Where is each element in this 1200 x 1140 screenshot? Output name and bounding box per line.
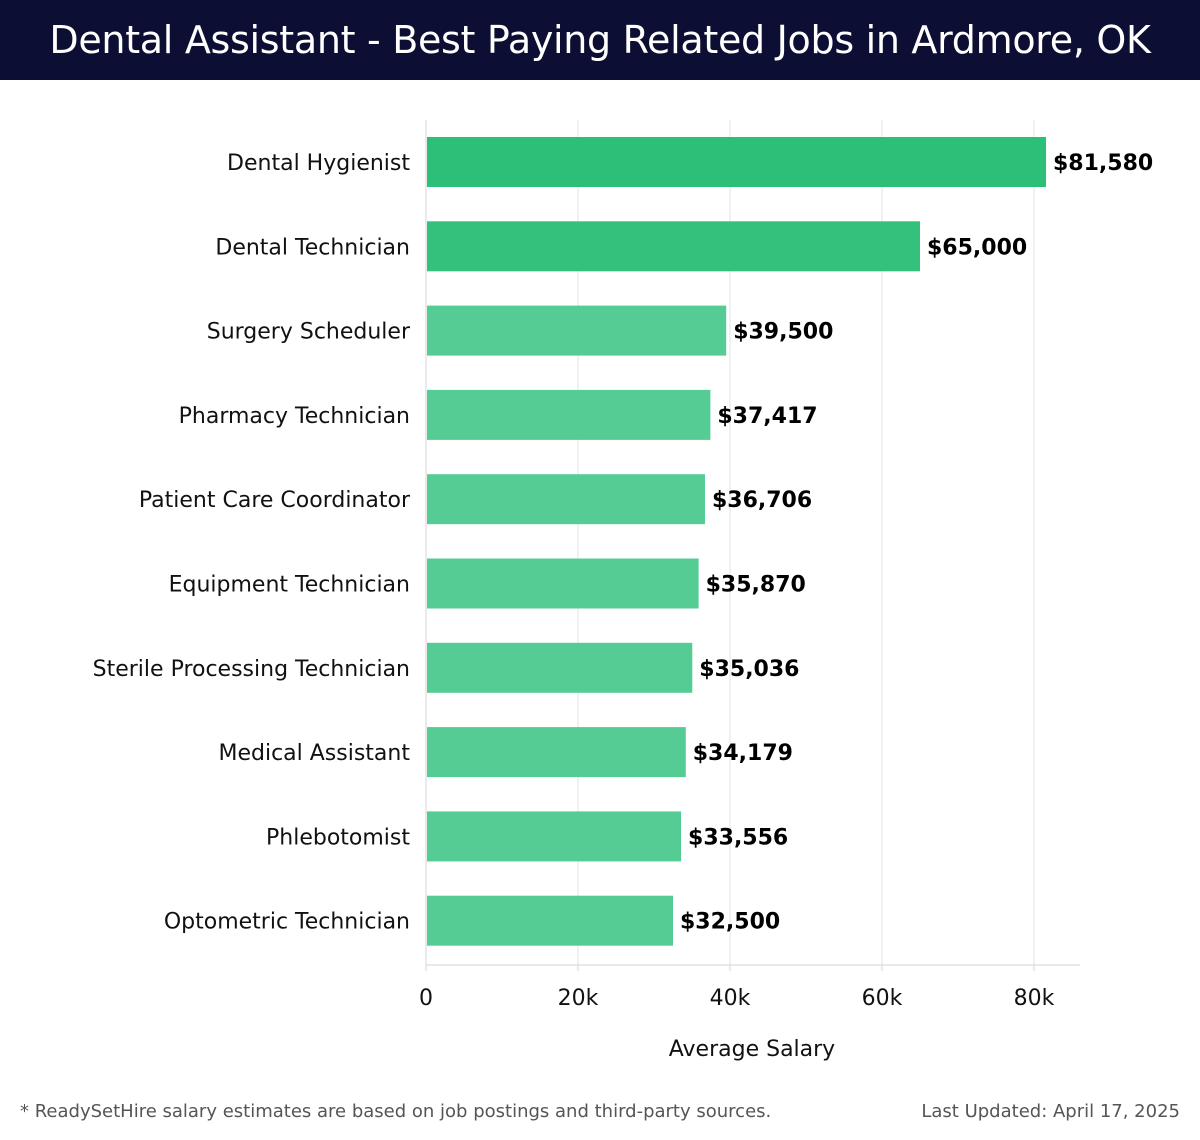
value-label: $35,036 [699, 657, 799, 682]
chart-header: Dental Assistant - Best Paying Related J… [0, 0, 1200, 80]
bar [427, 137, 1047, 187]
x-tick-label: 20k [558, 986, 599, 1011]
category-label: Sterile Processing Technician [93, 657, 410, 682]
category-label: Surgery Scheduler [207, 320, 411, 345]
x-axis-title: Average Salary [669, 1037, 835, 1062]
bar-chart: 0 20k 40k 60k 80k Average Salary Dental Hygie… [93, 120, 1154, 1062]
category-label: Equipment Technician [169, 573, 410, 598]
value-label: $34,179 [693, 741, 793, 766]
x-tick-label: 0 [419, 986, 433, 1011]
value-label: $32,500 [680, 910, 780, 935]
bar [427, 221, 920, 272]
footer-note: * ReadySetHire salary estimates are base… [20, 1101, 772, 1122]
value-label: $36,706 [712, 488, 812, 513]
category-label: Dental Hygienist [227, 151, 410, 176]
bars [427, 137, 1047, 946]
category-label: Pharmacy Technician [179, 404, 410, 429]
bar [427, 811, 682, 862]
category-label: Patient Care Coordinator [139, 488, 411, 513]
value-label: $35,870 [706, 573, 806, 598]
bar [427, 558, 699, 609]
footer-last-updated: Last Updated: April 17, 2025 [921, 1101, 1180, 1122]
category-label: Phlebotomist [266, 825, 410, 850]
chart-title: Dental Assistant - Best Paying Related J… [49, 18, 1151, 62]
category-label: Medical Assistant [218, 741, 410, 766]
value-label: $33,556 [688, 825, 788, 850]
bar [427, 895, 673, 946]
bar [427, 727, 686, 778]
value-label: $65,000 [927, 235, 1027, 260]
value-label: $39,500 [733, 320, 833, 345]
bar [427, 642, 693, 693]
x-tick-label: 60k [862, 986, 903, 1011]
value-label: $81,580 [1053, 151, 1153, 176]
x-tick-label: 80k [1014, 986, 1055, 1011]
value-label: $37,417 [717, 404, 817, 429]
category-label: Dental Technician [215, 235, 410, 260]
axes: 0 20k 40k 60k 80k Average Salary [419, 120, 1080, 1062]
x-tick-label: 40k [710, 986, 751, 1011]
bar [427, 305, 727, 356]
category-label: Optometric Technician [164, 910, 410, 935]
bar [427, 474, 705, 525]
bar [427, 389, 711, 440]
labels: Dental Hygienist $81,580 Dental Technician… [93, 151, 1154, 935]
